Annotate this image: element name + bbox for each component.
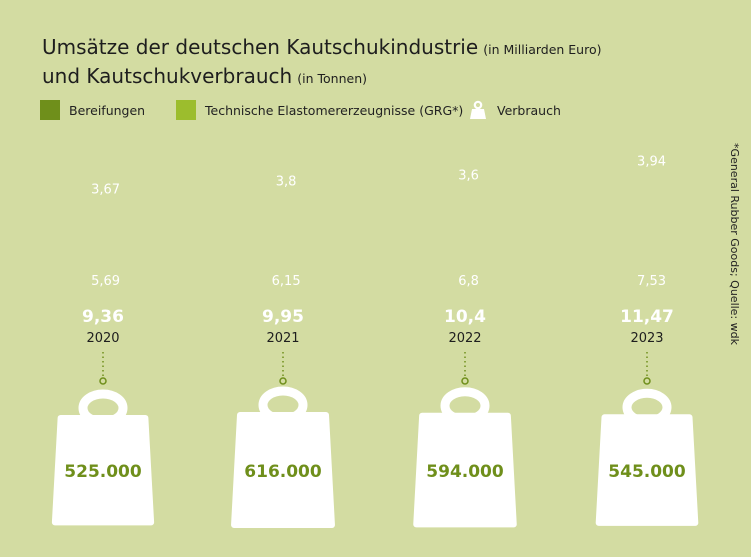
weight-2023: 545.000 (595, 388, 699, 526)
title-line1: Umsätze der deutschen Kautschukindustrie (42, 35, 479, 59)
connector-ring-2022 (461, 377, 469, 385)
chart-title: Umsätze der deutschen Kautschukindustrie… (42, 34, 602, 92)
title-line1-unit: (in Milliarden Euro) (483, 42, 602, 57)
consumption-label-2022: 594.000 (426, 462, 504, 482)
total-label-2022: 10,4 (444, 307, 486, 327)
legend-item-grg: Technische Elastomerer­zeugnisse (GRG*) (176, 100, 463, 120)
weight-body-2021 (231, 412, 335, 528)
tick-label-2020: 2020 (86, 331, 119, 346)
consumption-label-2020: 525.000 (64, 462, 142, 482)
weight-body-2022 (413, 412, 517, 528)
value-label-grg-2021: 6,15 (272, 274, 301, 289)
legend-swatch-grg (176, 100, 196, 120)
weight-body-2023 (595, 414, 699, 526)
tick-label-2021: 2021 (266, 331, 299, 346)
legend-swatch-tires (40, 100, 60, 120)
value-label-grg-2022: 6,8 (458, 274, 479, 289)
weight-body-2020 (51, 414, 155, 526)
legend-label-tires: Bereifungen (69, 102, 146, 118)
tick-label-2023: 2023 (630, 331, 663, 346)
value-label-tires-2022: 3,6 (458, 169, 479, 184)
consumption-label-2023: 545.000 (608, 462, 686, 482)
value-label-tires-2021: 3,8 (276, 175, 297, 190)
weight-2020: 525.000 (51, 389, 155, 526)
total-label-2023: 11,47 (620, 307, 674, 327)
connector-ring-2023 (643, 377, 651, 385)
value-label-tires-2023: 3,94 (637, 155, 666, 170)
connector-ring-2021 (279, 377, 287, 385)
legend-label-grg: Technische Elastomerer­zeugnisse (GRG*) (205, 102, 464, 118)
legend-label-consumption: Verbrauch (497, 102, 561, 118)
title-line2-unit: (in Tonnen) (297, 71, 368, 86)
consumption-label-2021: 616.000 (244, 462, 322, 482)
value-label-tires-2020: 3,67 (91, 182, 120, 197)
title-line2: und Kautschukverbrauch (42, 64, 293, 88)
value-label-grg-2023: 7,53 (637, 274, 666, 289)
legend-item-tires: Bereifungen (40, 100, 145, 120)
weight-icon (470, 100, 486, 119)
total-label-2020: 9,36 (82, 307, 124, 327)
tick-label-2022: 2022 (448, 331, 481, 346)
connector-ring-2020 (99, 377, 107, 385)
source-note: *General Rubber Goods; Quelle: wdk (728, 143, 741, 345)
weight-2021: 616.000 (231, 386, 335, 528)
value-label-grg-2020: 5,69 (91, 274, 120, 289)
weight-2022: 594.000 (413, 387, 517, 528)
legend-item-consumption: Verbrauch (468, 100, 561, 120)
total-label-2021: 9,95 (262, 307, 304, 327)
